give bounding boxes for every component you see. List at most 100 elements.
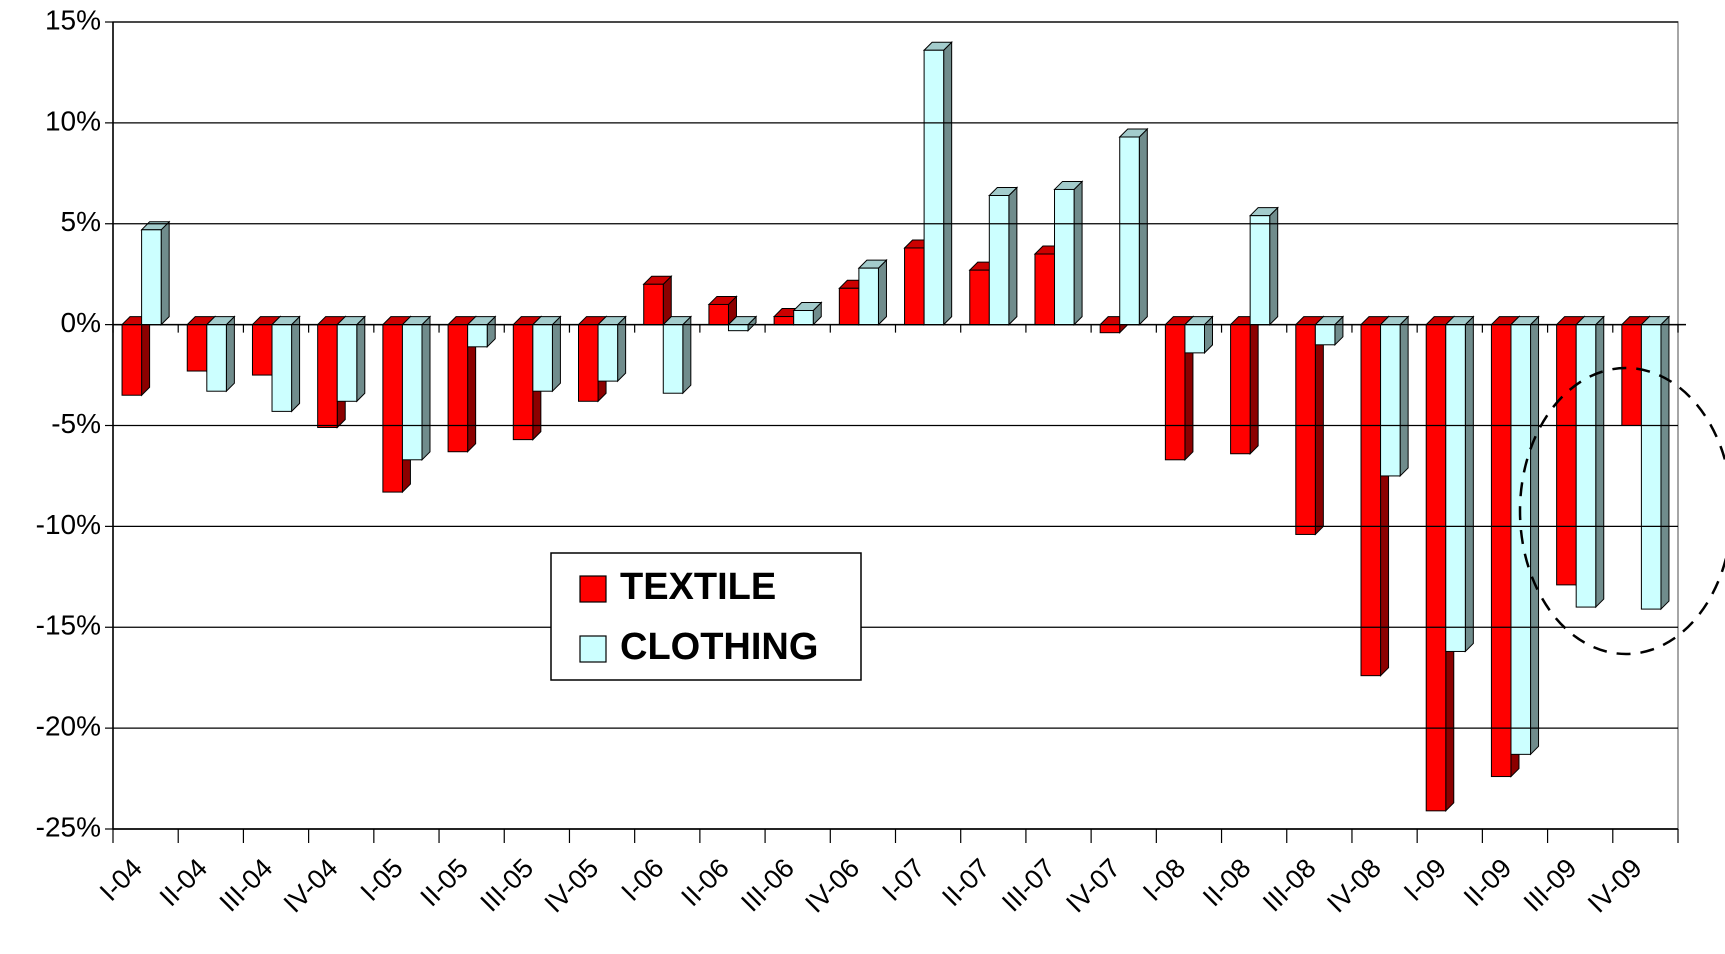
bar	[597, 324, 619, 382]
bar-side	[1269, 206, 1279, 326]
y-tick-label: 0%	[61, 307, 101, 338]
bar	[206, 324, 227, 392]
legend-swatch	[579, 635, 607, 663]
bar	[643, 283, 664, 326]
bar	[317, 324, 338, 429]
bar	[1034, 253, 1056, 326]
bar	[793, 310, 814, 326]
bar-side	[1008, 186, 1018, 326]
bar	[1490, 324, 1512, 778]
bar	[1360, 324, 1382, 677]
bar-side	[1660, 315, 1670, 611]
legend-swatch	[579, 575, 607, 603]
bar	[1295, 324, 1316, 535]
bar	[1425, 324, 1447, 812]
bar	[1445, 324, 1466, 652]
bar	[447, 324, 469, 453]
bar	[1380, 324, 1401, 477]
x-tick-label: II-09	[1458, 853, 1517, 912]
y-tick-label: 10%	[45, 105, 101, 136]
bar	[1621, 324, 1642, 426]
bar-side	[291, 315, 301, 413]
x-tick-label: I-08	[1137, 853, 1191, 907]
x-tick-label: IV-08	[1321, 853, 1387, 919]
y-tick-label: 15%	[45, 4, 101, 35]
bar	[1099, 324, 1121, 334]
bar	[1184, 324, 1205, 354]
bar-side	[1464, 315, 1474, 653]
bar-side	[141, 315, 151, 397]
bar	[773, 316, 795, 326]
legend-label: CLOTHING	[620, 626, 818, 668]
bar-side	[877, 258, 887, 326]
bar-side	[1249, 315, 1259, 455]
bar	[512, 324, 534, 441]
x-tick-label: III-07	[996, 853, 1061, 918]
bar	[969, 269, 990, 326]
x-tick-label: II-07	[936, 853, 995, 912]
bar	[121, 324, 143, 396]
x-tick-label: IV-04	[278, 853, 344, 919]
bar	[1249, 215, 1271, 326]
bar	[727, 324, 749, 332]
bar	[923, 49, 945, 326]
x-tick-label: IV-09	[1582, 853, 1648, 919]
bar-side	[225, 315, 235, 393]
bar	[904, 247, 925, 326]
x-tick-label: I-05	[355, 853, 409, 907]
bar-side	[1073, 180, 1083, 326]
bar	[1640, 324, 1662, 610]
bar-side	[943, 41, 953, 326]
legend-label: TEXTILE	[620, 566, 776, 608]
x-tick-label: II-08	[1197, 853, 1256, 912]
bar	[838, 287, 860, 326]
bar	[1510, 324, 1532, 755]
y-tick-label: -15%	[36, 610, 101, 641]
x-tick-label: I-04	[94, 853, 148, 907]
y-tick-label: 5%	[61, 206, 101, 237]
bar	[467, 324, 488, 348]
bar	[1119, 136, 1140, 326]
bar	[186, 324, 208, 372]
bar-side	[551, 315, 561, 393]
x-tick-label: III-05	[474, 853, 539, 918]
bar-side	[356, 315, 366, 403]
bar	[858, 267, 879, 326]
bar	[578, 324, 599, 402]
bar	[532, 324, 553, 392]
x-tick-label: III-08	[1257, 853, 1322, 918]
bar	[336, 324, 358, 402]
x-tick-label: II-06	[675, 853, 734, 912]
annotation-ellipse	[1518, 366, 1725, 656]
x-tick-label: II-05	[415, 853, 474, 912]
x-tick-label: I-07	[876, 853, 930, 907]
x-tick-label: IV-06	[799, 853, 865, 919]
y-tick-label: -5%	[51, 408, 101, 439]
x-tick-label: II-04	[154, 853, 213, 912]
bars	[112, 41, 1686, 813]
bar-side	[1399, 315, 1409, 478]
bar	[708, 303, 729, 326]
bar	[1054, 188, 1075, 326]
bar-side	[617, 315, 627, 383]
bar	[1230, 324, 1251, 455]
bar	[1314, 324, 1336, 346]
bar-side	[1595, 315, 1605, 609]
bar-side	[160, 220, 170, 326]
bar	[1575, 324, 1597, 608]
bar	[141, 229, 162, 326]
x-tick-label: I-09	[1398, 853, 1452, 907]
x-tick-label: IV-05	[539, 853, 605, 919]
bar-side	[682, 315, 692, 395]
x-tick-label: III-06	[735, 853, 800, 918]
x-tick-label: III-09	[1518, 853, 1583, 918]
bar	[662, 324, 684, 394]
y-tick-label: -25%	[36, 811, 101, 842]
bar	[271, 324, 293, 412]
x-tick-label: I-06	[616, 853, 670, 907]
x-tick-label: III-04	[214, 853, 279, 918]
y-tick-label: -10%	[36, 509, 101, 540]
bar-side	[1530, 315, 1540, 756]
